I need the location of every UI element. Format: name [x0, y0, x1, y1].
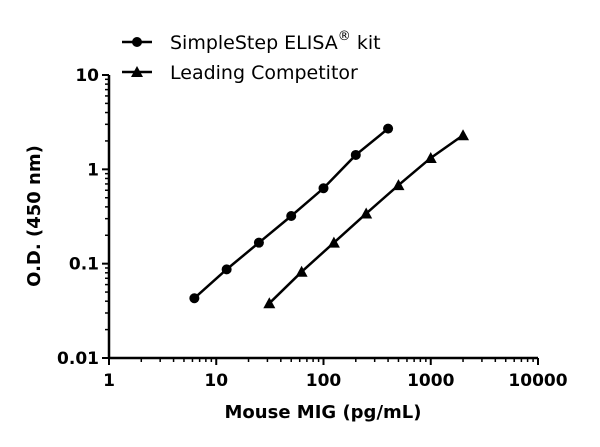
data-point-triangle	[327, 236, 340, 248]
x-tick-label: 1000	[407, 371, 454, 391]
legend-suffix: kit	[351, 32, 381, 54]
data-point-circle	[350, 149, 361, 160]
y-axis-label: O.D. (450 nm)	[24, 145, 45, 287]
y-tick-label: 0.01	[57, 349, 99, 369]
y-tick-label: 1	[87, 160, 99, 180]
legend: SimpleStep ELISA® kit Leading Competitor	[122, 29, 381, 84]
data-point-circle	[189, 293, 200, 304]
series-marks	[189, 123, 470, 309]
data-point-triangle	[360, 207, 373, 219]
x-axis-label: Mouse MIG (pg/mL)	[225, 402, 422, 423]
data-point-circle	[318, 183, 329, 194]
data-point-triangle	[457, 129, 470, 141]
legend-label-competitor: Leading Competitor	[170, 62, 358, 84]
data-point-circle	[286, 211, 297, 222]
data-point-triangle	[392, 179, 405, 191]
axes: 0.01 0.1 1 10 1 10 100 1000 10000	[57, 66, 568, 391]
data-point-triangle	[295, 265, 308, 277]
data-point-circle	[253, 237, 264, 248]
y-tick-label: 0.1	[69, 255, 99, 275]
x-tick-label: 10000	[508, 371, 567, 391]
data-point-triangle	[424, 151, 437, 163]
x-tick-label: 1	[103, 371, 115, 391]
data-point-circle	[383, 123, 394, 134]
x-tick-label: 100	[306, 371, 342, 391]
y-tick-label: 10	[75, 66, 99, 86]
legend-label-simplestep: SimpleStep ELISA	[170, 32, 338, 54]
legend-item-simplestep: SimpleStep ELISA® kit	[122, 29, 381, 54]
x-tick-label: 10	[204, 371, 228, 391]
legend-item-competitor: Leading Competitor	[122, 62, 358, 84]
data-point-circle	[221, 264, 232, 275]
data-point-triangle	[263, 297, 276, 309]
svg-text:SimpleStep ELISA® kit: SimpleStep ELISA® kit	[170, 29, 381, 54]
legend-registered-mark: ®	[338, 29, 351, 44]
